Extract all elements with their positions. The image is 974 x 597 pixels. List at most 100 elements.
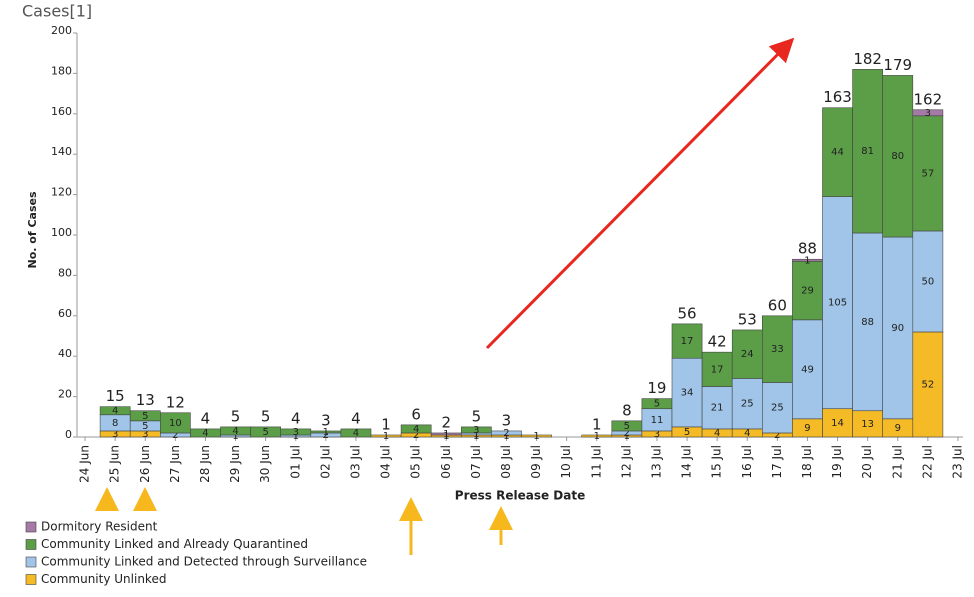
bar-segment: [882, 236, 914, 420]
total-label: 4: [351, 409, 361, 427]
data-label: 44: [831, 147, 844, 158]
x-tick-label: 12 Jul: [619, 445, 633, 479]
x-tick-label: 16 Jul: [740, 445, 754, 479]
data-label: 33: [771, 344, 784, 355]
data-label: 1: [624, 431, 630, 442]
total-label: 42: [708, 333, 727, 351]
total-label: 1: [592, 415, 602, 433]
total-label: 56: [678, 304, 697, 322]
bar-segment: [912, 331, 944, 438]
total-label: 5: [472, 407, 482, 425]
data-label: 3: [293, 427, 299, 438]
data-label: 2: [413, 430, 419, 441]
total-label: 53: [738, 310, 757, 328]
total-label: 5: [261, 407, 271, 425]
data-label: 80: [891, 151, 904, 162]
bar-segment: [912, 109, 944, 117]
data-label: 90: [891, 323, 904, 334]
bar-segment: [460, 426, 492, 434]
x-tick-label: 24 Jun: [78, 445, 92, 483]
bar-segment: [731, 329, 763, 379]
data-label: 52: [921, 379, 934, 390]
legend-swatch: [25, 521, 37, 533]
data-label: 49: [801, 364, 814, 375]
data-label: 5: [262, 427, 268, 438]
total-label: 4: [291, 409, 301, 427]
bar-segment: [912, 115, 944, 232]
legend-label: Community Unlinked: [41, 572, 166, 586]
y-axis-label: No. of Cases: [26, 191, 39, 268]
x-axis-label: Press Release Date: [455, 489, 585, 503]
total-label: 4: [201, 409, 211, 427]
x-tick-label: 14 Jul: [680, 445, 694, 479]
total-label: 12: [166, 393, 185, 411]
y-tick-label: 180: [51, 64, 72, 77]
data-label: 1: [804, 255, 810, 266]
x-tick-label: 17 Jul: [770, 445, 784, 479]
legend-label: Community Linked and Already Quarantined: [41, 537, 308, 551]
total-label: 60: [768, 296, 787, 314]
y-tick-label: 160: [51, 105, 72, 118]
data-label: 17: [711, 364, 724, 375]
data-label: 57: [921, 168, 934, 179]
x-tick-label: 03 Jul: [348, 445, 362, 479]
total-label: 163: [823, 88, 852, 106]
bar-segment: [671, 357, 703, 428]
data-label: 9: [895, 423, 901, 434]
data-label: 1: [443, 429, 449, 440]
bar-segment: [491, 430, 522, 436]
total-label: 2: [441, 413, 451, 431]
total-label: 1: [381, 415, 391, 433]
data-label: 11: [651, 415, 664, 426]
legend-label: Dormitory Resident: [41, 520, 158, 534]
total-label: 6: [411, 405, 421, 423]
y-tick-label: 80: [58, 266, 72, 279]
data-label: 8: [112, 418, 118, 429]
x-tick-label: 02 Jul: [318, 445, 332, 479]
x-tick-label: 09 Jul: [529, 445, 543, 479]
bar-segment: [822, 107, 853, 197]
x-tick-label: 13 Jul: [649, 445, 663, 479]
annotation-arrow: [485, 37, 795, 350]
data-label: 4: [202, 428, 208, 439]
y-tick-label: 60: [58, 307, 72, 320]
data-label: 88: [861, 317, 874, 328]
legend-swatch: [25, 556, 37, 568]
data-label: 50: [921, 276, 934, 287]
bar-segment: [822, 408, 853, 438]
x-tick-label: 26 Jun: [138, 445, 152, 483]
y-tick-label: 20: [58, 388, 72, 401]
bar-segment: [882, 75, 914, 238]
x-tick-label: 21 Jul: [890, 445, 904, 479]
total-label: 88: [798, 240, 817, 258]
data-label: 21: [711, 403, 724, 414]
bar-segment: [792, 319, 823, 420]
data-label: 10: [169, 418, 182, 429]
bar-segment: [852, 69, 883, 234]
data-label: 105: [828, 298, 847, 309]
data-label: 5: [142, 411, 148, 422]
x-tick-label: 08 Jul: [499, 445, 513, 479]
x-tick-label: 22 Jul: [920, 445, 934, 479]
data-label: 5: [624, 421, 630, 432]
total-label: 162: [914, 90, 943, 108]
data-label: 4: [714, 428, 720, 439]
bar-segment: [731, 378, 763, 430]
data-label: 2: [503, 428, 509, 439]
data-label: 13: [861, 419, 874, 430]
total-label: 3: [321, 411, 331, 429]
bar-segment: [160, 412, 191, 434]
bar-segment: [792, 260, 823, 321]
total-label: 13: [136, 391, 155, 409]
data-label: 2: [172, 430, 178, 441]
total-label: 15: [106, 387, 125, 405]
total-label: 182: [853, 50, 882, 68]
total-label: 19: [647, 379, 666, 397]
x-tick-label: 06 Jul: [439, 445, 453, 479]
data-label: 3: [654, 429, 660, 440]
data-label: 4: [232, 426, 238, 437]
data-label: 5: [142, 421, 148, 432]
data-label: 1: [473, 429, 479, 440]
x-tick-label: 23 Jul: [950, 445, 964, 479]
